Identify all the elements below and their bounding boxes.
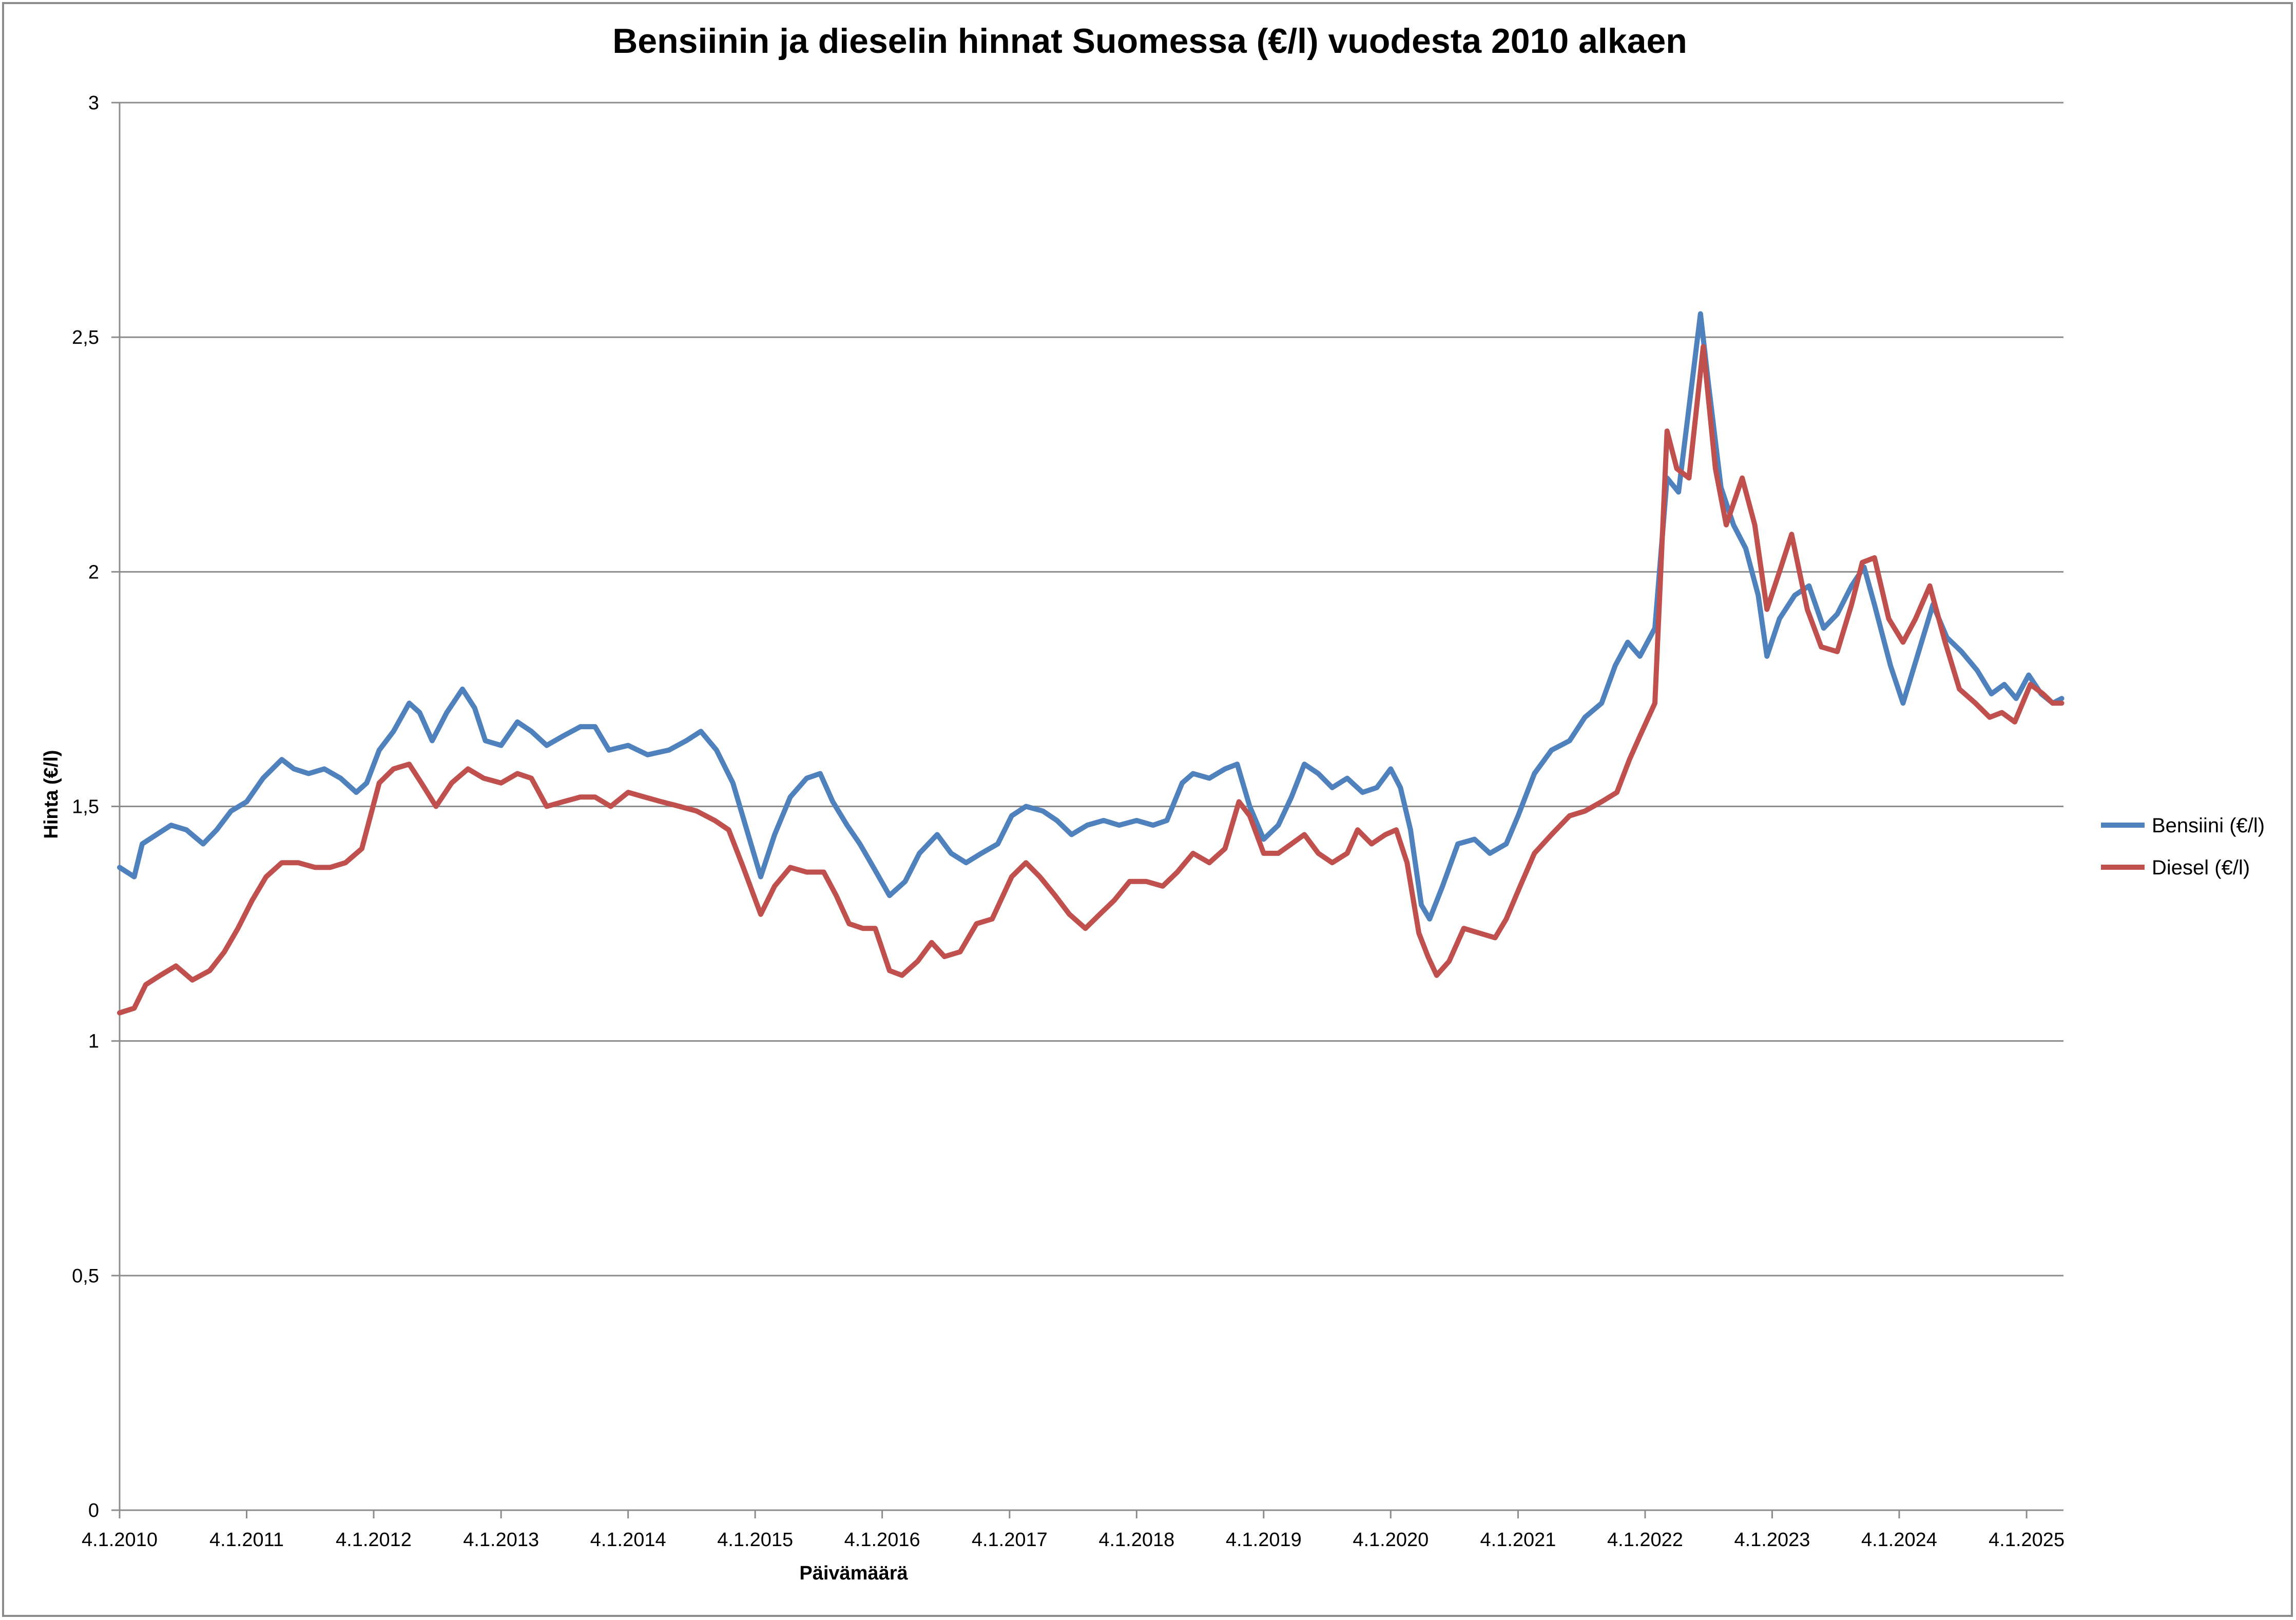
legend-label: Diesel (€/l) (2152, 856, 2250, 879)
series-line-bensiini (117, 311, 2065, 922)
x-tick-label: 4.1.2014 (590, 1529, 666, 1551)
x-tick-label: 4.1.2010 (82, 1529, 158, 1551)
x-tick-label: 4.1.2012 (336, 1529, 412, 1551)
y-tick-label: 1 (88, 1031, 99, 1052)
y-tick-label: 2,5 (72, 327, 99, 348)
axes: 0 0,5 1 1,5 2 2,5 3 4.1.2010 4.1.2011 4.1.2012 4.1… (72, 92, 2065, 1551)
series-line-diesel (117, 344, 2065, 1016)
x-tick-label: 4.1.2020 (1353, 1529, 1429, 1551)
x-tick-label: 4.1.2019 (1226, 1529, 1302, 1551)
grid-lines (120, 102, 2063, 1277)
y-tick-label: 0 (88, 1500, 99, 1521)
y-tick-label: 1,5 (72, 796, 99, 818)
y-tick-label: 3 (88, 92, 99, 114)
x-tick-label: 4.1.2018 (1098, 1529, 1174, 1551)
x-tick-label: 4.1.2024 (1861, 1529, 1937, 1551)
legend-label: Bensiini (€/l) (2152, 814, 2265, 837)
y-axis-title: Hinta (€/l) (41, 750, 62, 838)
x-tick-label: 4.1.2016 (844, 1529, 920, 1551)
legend: Bensiini (€/l) Diesel (€/l) (2101, 814, 2265, 879)
x-tick-label: 4.1.2022 (1607, 1529, 1683, 1551)
x-tick-label: 4.1.2023 (1734, 1529, 1810, 1551)
x-tick-label: 4.1.2021 (1480, 1529, 1556, 1551)
x-tick-label: 4.1.2011 (209, 1529, 284, 1551)
x-axis-title: Päivämäärä (799, 1563, 908, 1584)
chart-title: Bensiinin ja dieselin hinnat Suomessa (€… (612, 22, 1687, 61)
y-tick-label: 2 (88, 561, 99, 583)
chart-svg: Bensiinin ja dieselin hinnat Suomessa (€… (41, 22, 2265, 1584)
x-tick-label: 4.1.2015 (717, 1529, 793, 1551)
x-tick-label: 4.1.2017 (972, 1529, 1048, 1551)
y-tick-label: 0,5 (72, 1265, 99, 1287)
series-lines (117, 311, 2065, 1016)
x-tick-label: 4.1.2025 (1989, 1529, 2065, 1551)
x-tick-label: 4.1.2013 (463, 1529, 539, 1551)
